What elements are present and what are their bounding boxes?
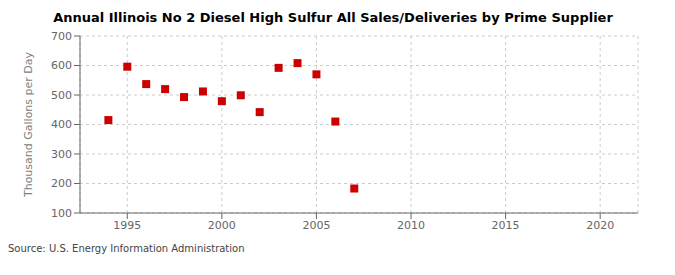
svg-text:Thousand Gallons per Day: Thousand Gallons per Day xyxy=(22,51,35,198)
html-text:Source: U.S. Energy Informatio: Source: U.S. Energy Information Administ… xyxy=(8,243,245,254)
svg-text:400: 400 xyxy=(51,118,72,131)
svg-text:200: 200 xyxy=(51,177,72,190)
svg-text:100: 100 xyxy=(51,207,72,220)
svg-text:700: 700 xyxy=(51,30,72,43)
svg-text:2000: 2000 xyxy=(208,219,236,232)
svg-text:2010: 2010 xyxy=(397,219,425,232)
svg-text:300: 300 xyxy=(51,148,72,161)
svg-text:2015: 2015 xyxy=(492,219,520,232)
html-text:Annual Illinois No 2 Diesel Hi: Annual Illinois No 2 Diesel High Sulfur … xyxy=(53,10,613,25)
svg-text:1995: 1995 xyxy=(113,219,141,232)
svg-text:2005: 2005 xyxy=(302,219,330,232)
svg-text:2020: 2020 xyxy=(586,219,614,232)
svg-text:600: 600 xyxy=(51,59,72,72)
svg-text:500: 500 xyxy=(51,89,72,102)
